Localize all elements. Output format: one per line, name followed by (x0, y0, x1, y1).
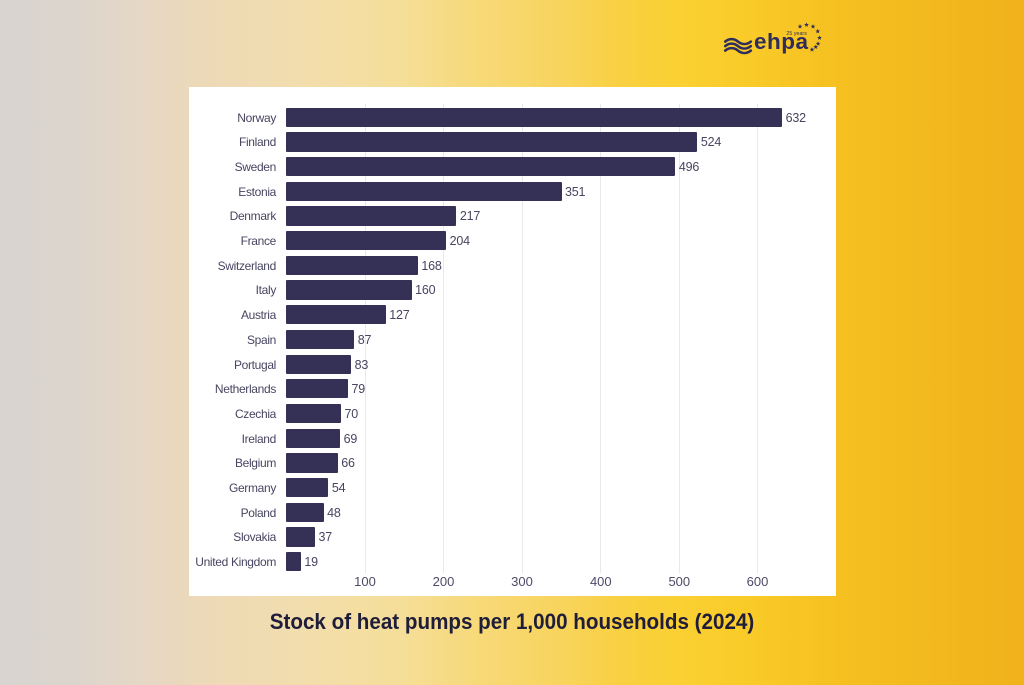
svg-text:25 years: 25 years (786, 31, 807, 37)
svg-text:ehpa: ehpa (754, 29, 808, 54)
